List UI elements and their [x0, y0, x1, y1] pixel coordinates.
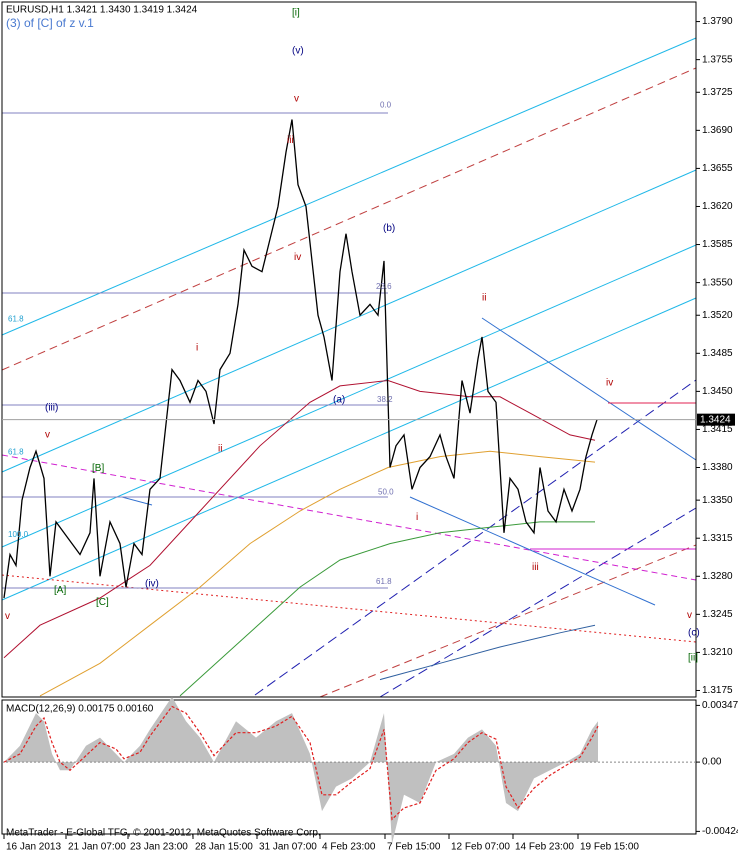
x-tick-label: 7 Feb 15:00	[387, 842, 441, 853]
wave-label: (a)	[333, 395, 345, 406]
x-tick-label: 12 Feb 07:00	[451, 842, 510, 853]
channel-line	[1, 169, 697, 473]
wave-label: iv	[606, 377, 613, 388]
y-tick-label: 1.3620	[702, 201, 733, 212]
y-tick-label: 1.3655	[702, 163, 733, 174]
moving-average	[39, 450, 596, 697]
x-tick-label: 16 Jan 2013	[6, 842, 61, 853]
channel-line	[1, 37, 697, 336]
wave-label: 61.8	[376, 577, 392, 586]
y-tick-label: 1.3210	[702, 647, 733, 658]
wave-label: i	[196, 343, 198, 354]
y-tick-label: 1.3690	[702, 125, 733, 136]
wave-label: i	[416, 512, 418, 523]
macd-panel-frame	[1, 699, 697, 835]
y-tick-label: -0.00424	[702, 826, 738, 837]
y-tick-label: 1.3350	[702, 495, 733, 506]
wave-label: [C]	[96, 597, 109, 608]
y-tick-label: 1.3175	[702, 685, 733, 696]
wave-label: (iii)	[45, 402, 58, 413]
trend-line	[121, 496, 153, 506]
last-price-label: 1.3424	[700, 414, 731, 425]
wave-label: 0.0	[380, 100, 392, 109]
wave-label: iii	[532, 562, 539, 573]
wave-label: [A]	[54, 585, 66, 596]
y-tick-label: 1.3550	[702, 277, 733, 288]
wave-label: 23.6	[376, 282, 392, 291]
y-tick-label: 1.3755	[702, 54, 733, 65]
last-price-box	[697, 413, 735, 426]
main-panel-frame	[1, 1, 697, 698]
wave-label: iii	[287, 135, 294, 146]
moving-average	[179, 521, 595, 697]
wave-label: 61.8	[8, 315, 24, 324]
x-tick-label: 14 Feb 23:00	[515, 842, 574, 853]
y-tick-label: 0.00347	[702, 700, 738, 711]
wave-label: 50.0	[378, 488, 394, 497]
wave-label: [i]	[292, 8, 300, 19]
wave-label: [ii]	[688, 652, 698, 663]
x-tick-label: 19 Feb 15:00	[580, 842, 639, 853]
y-tick-label: 1.3790	[702, 16, 733, 27]
moving-average	[3, 379, 596, 659]
signal-line	[3, 705, 599, 821]
y-tick-label: 1.3450	[702, 386, 733, 397]
wave-label: ii	[218, 444, 222, 455]
y-tick-label: 1.3280	[702, 571, 733, 582]
footer: MetaTrader - E-Global TFG, © 2001-2012, …	[6, 828, 321, 839]
wave-label: 61.8	[8, 447, 24, 456]
trend-line	[481, 317, 697, 461]
wave-label: (b)	[383, 223, 395, 234]
wave-label: (c)	[688, 627, 700, 638]
trend-line	[409, 496, 656, 606]
y-tick-label: 1.3380	[702, 462, 733, 473]
x-tick-label: 4 Feb 23:00	[322, 842, 376, 853]
symbol-line: EURUSD,H1 1.3421 1.3430 1.3419 1.3424	[6, 5, 198, 16]
x-tick-label: 31 Jan 07:00	[259, 842, 317, 853]
wave-label: 100.0	[8, 530, 29, 539]
wave-label: ii	[482, 292, 486, 303]
wave-label: v	[45, 430, 50, 441]
channel-line	[1, 67, 697, 371]
y-tick-label: 1.3245	[702, 609, 733, 620]
wave-label: v	[687, 610, 692, 621]
price-line	[3, 119, 598, 599]
macd-label: MACD(12,26,9) 0.00175 0.00160	[6, 704, 154, 715]
y-tick-label: 1.3485	[702, 348, 733, 359]
x-tick-label: 28 Jan 15:00	[195, 842, 253, 853]
y-tick-label: 1.3415	[702, 424, 733, 435]
y-tick-label: 0.00	[702, 757, 722, 768]
trend-line	[1, 454, 697, 581]
wave-label: [B]	[92, 463, 104, 474]
trend-line	[319, 544, 697, 698]
wave-label: v	[5, 611, 10, 622]
moving-average	[379, 624, 596, 681]
y-tick-label: 1.3315	[702, 533, 733, 544]
y-tick-label: 1.3585	[702, 239, 733, 250]
x-tick-label: 23 Jan 23:00	[130, 842, 188, 853]
y-tick-label: 1.3520	[702, 310, 733, 321]
trend-line	[254, 379, 697, 696]
wave-label: 38.2	[377, 395, 393, 404]
y-tick-label: 1.3725	[702, 87, 733, 98]
comment: (3) of [C] of z v.1	[6, 16, 94, 30]
wave-label: iv	[294, 252, 301, 263]
wave-label: (iv)	[145, 579, 159, 590]
wave-label: v	[294, 93, 299, 104]
wave-label: (v)	[292, 46, 304, 57]
x-tick-label: 21 Jan 07:00	[68, 842, 126, 853]
channel-line	[1, 297, 697, 601]
drawing-objects	[1, 37, 697, 698]
